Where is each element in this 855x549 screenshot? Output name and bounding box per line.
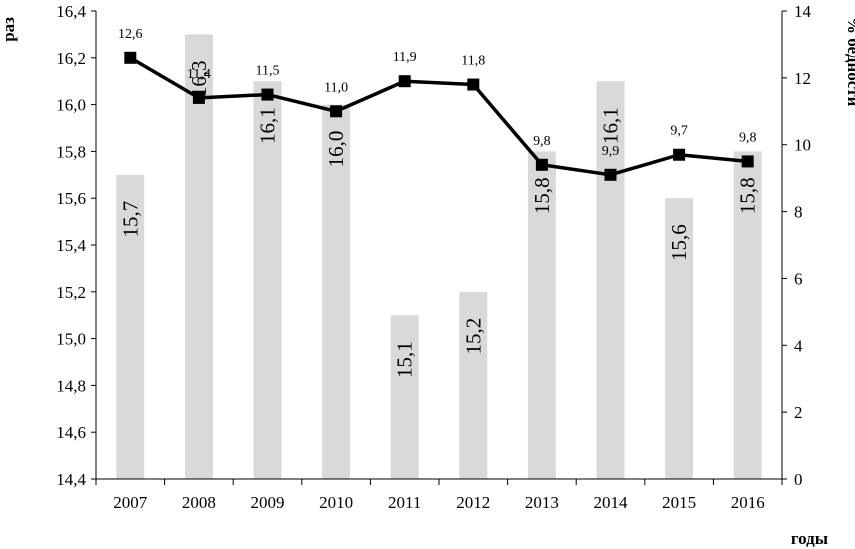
y-left-tick-label: 14,6 (56, 423, 86, 442)
line-marker (261, 88, 274, 101)
line-marker (467, 78, 480, 91)
line-label: 11,5 (256, 64, 280, 79)
y-right-tick-label: 12 (794, 69, 811, 88)
y-left-tick-label: 15,0 (56, 330, 86, 349)
x-tick-label: 2013 (525, 493, 559, 512)
line-label: 9,8 (533, 134, 551, 149)
poverty-line (129, 56, 748, 177)
line-marker (741, 155, 754, 168)
y-left-ticks: 14,4 14,6 14,8 15,0 15,2 15,4 15,6 15,8 16,0 16,2… (56, 2, 96, 489)
line-marker (330, 105, 343, 118)
line-label: 11,9 (393, 50, 417, 65)
y-left-tick-label: 15,4 (56, 236, 86, 255)
bar-label: 16,1 (599, 107, 623, 144)
y-right-tick-label: 14 (794, 2, 812, 21)
line-markers (124, 51, 754, 181)
line-marker (398, 75, 411, 88)
y-left-tick-label: 15,8 (56, 142, 86, 161)
bar-label: 15,6 (667, 224, 691, 261)
line-marker (535, 158, 548, 171)
x-tick-label: 2015 (662, 493, 696, 512)
bar-2010 (322, 104, 351, 479)
y-right-tick-label: 4 (794, 336, 803, 355)
line-labels: 12,6 11,4 11,5 11,0 11,9 11,8 9,8 9,9 9,7 9,8 (118, 27, 756, 159)
bar-2014 (596, 81, 625, 479)
y-left-tick-label: 16,2 (56, 49, 86, 68)
y-right-tick-label: 2 (794, 403, 803, 422)
line-label: 12,6 (118, 27, 143, 42)
line-label: 11,8 (461, 54, 485, 69)
bar-2011 (390, 315, 419, 479)
x-tick-label: 2008 (182, 493, 216, 512)
y-right-axis-title: % бедности (844, 17, 855, 107)
line-label: 9,8 (739, 130, 757, 145)
line-label: 9,9 (602, 144, 620, 159)
x-tick-label: 2016 (731, 493, 765, 512)
x-tick-label: 2014 (594, 493, 629, 512)
y-left-tick-label: 15,6 (56, 189, 86, 208)
y-right-tick-label: 6 (794, 269, 803, 288)
bar-label: 16,1 (256, 107, 280, 144)
x-tick-label: 2011 (388, 493, 421, 512)
x-tick-label: 2012 (456, 493, 490, 512)
bar-label: 15,8 (530, 177, 554, 214)
y-right-tick-label: 10 (794, 136, 811, 155)
bar-label: 16,0 (324, 131, 348, 168)
bar-2007 (116, 174, 145, 480)
y-right-tick-label: 8 (794, 203, 803, 222)
x-tick-label: 2009 (251, 493, 285, 512)
line-label: 9,7 (670, 124, 688, 139)
y-right-tick-label: 0 (794, 470, 803, 489)
y-right-ticks: 0 2 4 6 8 10 12 14 (782, 2, 812, 489)
bars-series (116, 34, 762, 480)
line-marker (673, 148, 686, 161)
y-left-tick-label: 16,0 (56, 96, 86, 115)
bar-labels: 15,7 16,3 16,1 16,0 15,1 15,2 15,8 16,1 15,6 15,8 (118, 60, 759, 378)
bar-2012 (459, 291, 488, 479)
bar-label: 16,3 (187, 60, 211, 97)
x-tick-label: 2010 (319, 493, 353, 512)
line-marker (604, 168, 617, 181)
line-marker (124, 51, 137, 64)
y-left-axis-title: раз (0, 17, 18, 42)
bar-2009 (253, 81, 282, 479)
bar-label: 15,7 (118, 201, 142, 238)
bar-2008 (184, 34, 213, 480)
x-ticks: 2007 2008 2009 2010 2011 2012 2013 2014 2015 2016 (95, 479, 783, 512)
bar-label: 15,2 (461, 318, 485, 355)
bar-2013 (527, 151, 556, 479)
bar-label: 15,1 (393, 341, 417, 378)
line-marker (192, 91, 205, 104)
line-label: 11,0 (324, 80, 348, 95)
bar-2016 (733, 151, 762, 479)
y-left-tick-label: 14,8 (56, 376, 86, 395)
y-left-tick-label: 15,2 (56, 283, 86, 302)
bar-2015 (665, 198, 694, 479)
line-label: 11,4 (187, 67, 211, 82)
bar-label: 15,8 (736, 177, 760, 214)
x-axis-title: годы (791, 529, 828, 548)
y-left-tick-label: 16,4 (56, 2, 86, 21)
line-series (129, 56, 748, 177)
x-tick-label: 2007 (113, 493, 148, 512)
y-left-tick-label: 14,4 (56, 470, 86, 489)
